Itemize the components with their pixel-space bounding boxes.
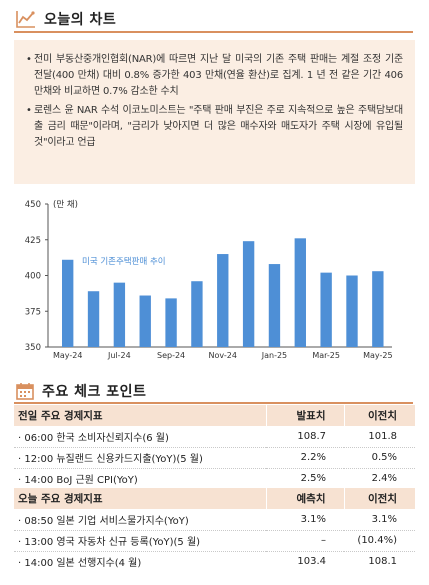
chart-legend-label: 미국 기존주택판매 추이	[82, 256, 166, 267]
y-unit-label: (만 채)	[53, 199, 78, 210]
table-header: 전일 주요 경제지표	[14, 405, 266, 426]
x-tick-label: Nov-24	[209, 351, 237, 360]
bar-Oct-24	[191, 281, 203, 347]
y-tick-label: 375	[25, 307, 41, 317]
table-row: · 12:00 뉴질랜드 신용카드지출(YoY)(5 월) 2.2% 0.5%	[14, 447, 415, 469]
bar-May-24	[62, 259, 74, 347]
table-header: 예측치	[265, 488, 344, 509]
x-tick-label: Sep-24	[157, 351, 185, 360]
bar-Jul-24	[113, 282, 126, 347]
table-header-row: 오늘 주요 경제지표 예측치 이전치	[14, 488, 415, 509]
bar-Jan-25	[268, 264, 281, 347]
bar-Nov-24	[217, 254, 229, 347]
summary-bullet: • 전미 부동산중개인협회(NAR)에 따르면 지난 달 미국의 기존 주택 판매…	[26, 54, 403, 97]
table-row: · 14:00 BoJ 근원 CPI(YoY) 2.5% 2.4%	[18, 473, 397, 487]
bar-Jun-24	[87, 291, 100, 347]
chart-summary-box: • 전미 부동산중개인협회(NAR)에 따르면 지난 달 미국의 기존 주택 판매…	[14, 40, 415, 184]
bar-May-25	[372, 271, 384, 347]
chart-section-header: 오늘의 차트	[16, 9, 116, 29]
bar-Apr-25	[346, 275, 358, 347]
table-row: · 13:00 영국 자동차 신규 등록(YoY)(5 월) – (10.4%)	[14, 530, 415, 552]
bar-Aug-24	[139, 295, 151, 347]
table-header: 이전치	[343, 488, 415, 509]
line-chart-icon	[16, 11, 35, 28]
section-divider	[14, 31, 413, 33]
prev-day-indicators-table: 전일 주요 경제지표 발표치 이전치 · 06:00 한국 소비자신뢰지수(6 …	[14, 405, 415, 489]
y-tick-label: 400	[25, 272, 41, 282]
existing-home-sales-chart: 350 375 400 425 450 (만 채) 미국 기존주택판매 추이 May-24 Ju…	[14, 188, 415, 368]
table-header: 이전치	[343, 405, 415, 426]
bar-Feb-25	[294, 238, 306, 347]
checkpoint-section-title: 주요 체크 포인트	[42, 384, 147, 400]
x-tick-label: May-25	[363, 351, 392, 360]
bar-Sep-24	[165, 298, 177, 347]
table-row: · 08:50 일본 기업 서비스물가지수(YoY) 3.1% 3.1%	[14, 509, 415, 531]
bar-chart: 350 375 400 425 450 (만 채) 미국 기존주택판매 추이 May-24 Ju…	[25, 199, 393, 360]
y-tick-label: 425	[25, 236, 41, 246]
table-header: 발표치	[265, 405, 344, 426]
x-tick-label: Mar-25	[312, 351, 340, 360]
y-tick-label: 450	[25, 200, 41, 210]
table-header: 오늘 주요 경제지표	[14, 488, 266, 509]
bar-Mar-25	[320, 272, 332, 347]
table-header-row: 전일 주요 경제지표 발표치 이전치	[14, 405, 415, 426]
chart-section-title: 오늘의 차트	[44, 12, 117, 28]
table-row: · 06:00 한국 소비자신뢰지수(6 월) 108.7 101.8	[14, 426, 415, 448]
x-tick-label: Jul-24	[107, 351, 131, 360]
bar-Dec-24	[242, 241, 255, 347]
y-tick-label: 350	[25, 343, 41, 353]
x-tick-label: May-24	[53, 351, 82, 360]
checkpoint-section-header: 주요 체크 포인트	[16, 381, 146, 401]
section-divider	[14, 402, 413, 404]
today-indicators-table: 오늘 주요 경제지표 예측치 이전치 · 08:50 일본 기업 서비스물가지수…	[14, 488, 415, 572]
x-tick-label: Jan-25	[261, 351, 287, 360]
table-row: · 14:00 일본 선행지수(4 월) 103.4 108.1	[18, 556, 397, 570]
summary-bullet: • 로렌스 윤 NAR 수석 이코노미스트는 "주택 판매 부진은 주로 지속적으…	[26, 105, 403, 148]
calendar-icon	[16, 383, 34, 400]
